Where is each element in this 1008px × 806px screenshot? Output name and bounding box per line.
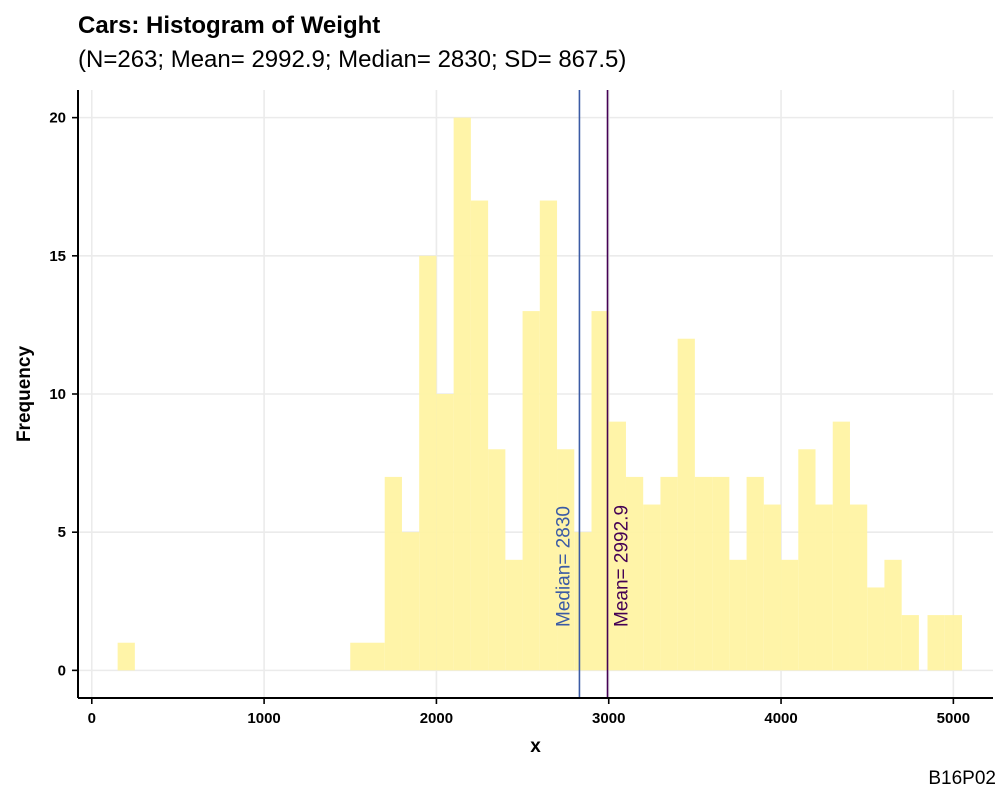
histogram-bar: [763, 504, 782, 671]
histogram-bar: [401, 532, 420, 671]
histogram-bar: [608, 421, 626, 671]
histogram-bar: [798, 449, 816, 671]
histogram-bars: [117, 117, 962, 671]
histogram-bar: [677, 338, 695, 671]
reference-lines: Median= 2830 Mean= 2992.9: [553, 90, 633, 698]
histogram-bar: [539, 200, 558, 671]
histogram-bar: [884, 559, 902, 671]
histogram-bar: [367, 642, 385, 671]
histogram-bar: [867, 587, 885, 671]
histogram-bar: [849, 504, 868, 671]
histogram-bar: [522, 311, 540, 671]
x-tick-label: 4000: [764, 710, 797, 727]
histogram-bar: [832, 421, 850, 671]
histogram-bar: [694, 476, 713, 671]
histogram-bar: [729, 559, 747, 671]
histogram-bar: [625, 476, 644, 671]
x-tick-label: 3000: [592, 710, 625, 727]
histogram-bar: [574, 532, 592, 671]
histogram-bar: [927, 615, 945, 671]
median-label: Median= 2830: [553, 506, 574, 627]
histogram-bar: [643, 504, 661, 671]
histogram-bar: [712, 476, 730, 671]
histogram-bar: [350, 642, 368, 671]
histogram-bar: [944, 615, 962, 671]
histogram-bar: [557, 449, 575, 671]
axes: [72, 90, 993, 704]
y-tick-label: 0: [58, 662, 66, 679]
chart-title: Cars: Histogram of Weight: [78, 12, 381, 39]
histogram-bar: [117, 642, 135, 671]
mean-label: Mean= 2992.9: [612, 505, 633, 627]
histogram-bar: [746, 476, 764, 671]
histogram-bar: [660, 476, 678, 671]
chart-subtitle: (N=263; Mean= 2992.9; Median= 2830; SD= …: [78, 46, 627, 73]
histogram-bar: [419, 255, 437, 671]
histogram-bar: [436, 394, 454, 671]
y-tick-label: 20: [49, 110, 66, 127]
y-tick-label: 10: [49, 386, 66, 403]
x-axis-title: x: [530, 736, 541, 757]
y-tick-label: 15: [49, 248, 66, 265]
x-tick-label: 1000: [247, 710, 280, 727]
histogram-bar: [901, 615, 919, 671]
histogram-bar: [505, 559, 523, 671]
histogram-bar: [470, 200, 489, 671]
x-tick-label: 5000: [937, 710, 970, 727]
x-tick-label: 2000: [420, 710, 453, 727]
y-axis-title: Frequency: [14, 346, 35, 443]
histogram-bar: [781, 559, 799, 671]
histogram-bar: [384, 476, 402, 671]
y-tick-label: 5: [58, 524, 66, 541]
axis-labels: 0 1000 2000 3000 4000 5000 0 5 10 15 20 x Frequency: [14, 110, 970, 757]
chart-caption: B16P02: [928, 768, 996, 789]
x-tick-label: 0: [88, 710, 96, 727]
histogram-bar: [488, 449, 506, 671]
histogram-bar: [815, 504, 833, 671]
histogram-bar: [591, 311, 609, 671]
histogram-bar: [453, 117, 471, 671]
